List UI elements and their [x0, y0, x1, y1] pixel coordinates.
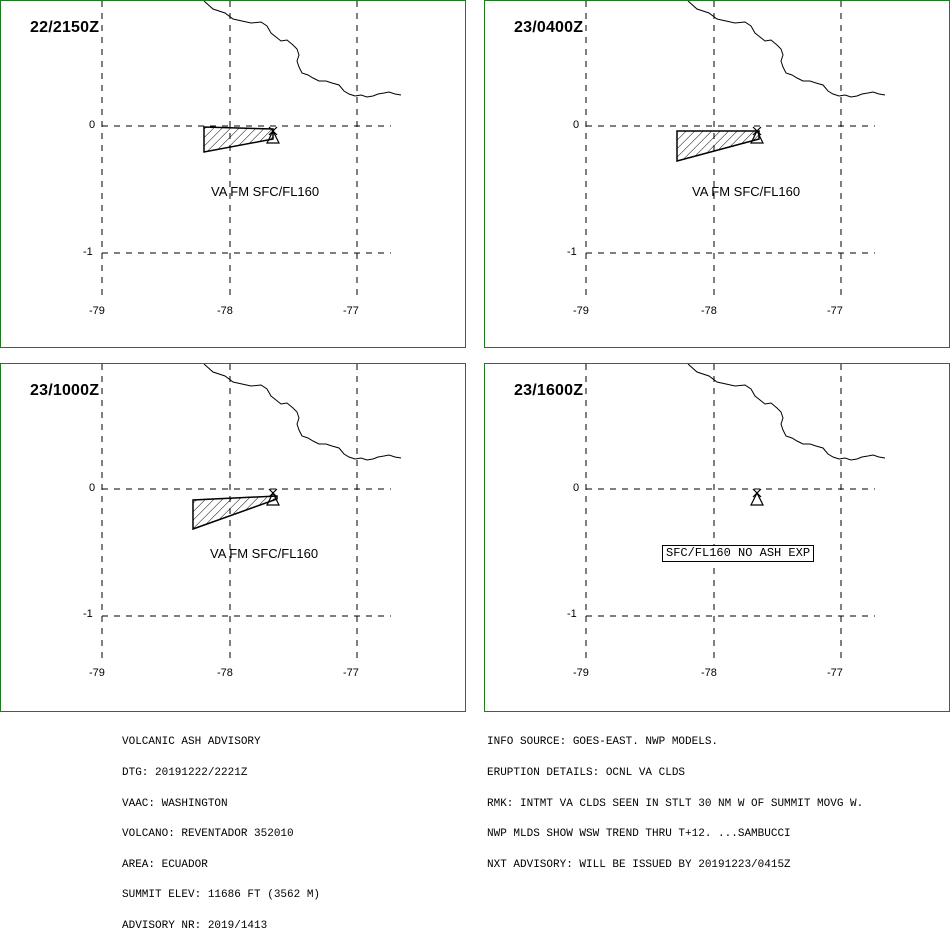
- advisory-line: NWP MLDS SHOW WSW TREND THRU T+12. ...SA…: [487, 828, 791, 841]
- advisory-line: VOLCANIC ASH ADVISORY: [122, 736, 261, 749]
- advisory-line: VAAC: WASHINGTON: [122, 797, 228, 810]
- lon-tick-79: -79: [89, 305, 105, 317]
- lon-tick-77: -77: [827, 667, 843, 679]
- panel-time: 23/1000Z: [30, 382, 100, 399]
- lat-tick-minus1: -1: [83, 608, 93, 620]
- lon-tick-79: -79: [89, 667, 105, 679]
- advisory-line: INFO SOURCE: GOES-EAST. NWP MODELS.: [487, 736, 719, 749]
- lon-tick-78: -78: [701, 667, 717, 679]
- lat-tick-0: 0: [573, 119, 580, 131]
- advisory-line: SUMMIT ELEV: 11686 FT (3562 M): [122, 889, 321, 902]
- advisory-left-block: VOLCANIC ASH ADVISORY DTG: 20191222/2221…: [122, 717, 320, 941]
- panel-time: 23/0400Z: [514, 19, 584, 36]
- panel-time: 22/2150Z: [30, 19, 100, 36]
- lon-tick-78: -78: [217, 305, 233, 317]
- lon-tick-79: -79: [573, 667, 589, 679]
- map-canvas: [585, 1, 886, 299]
- ash-cloud-polygon: [192, 495, 278, 531]
- forecast-panel-4: 23/1600Z 0 -1 -79 -78 -77 SFC/FL160 NO A…: [484, 363, 950, 712]
- lon-tick-77: -77: [827, 305, 843, 317]
- lon-tick-78: -78: [701, 305, 717, 317]
- map-canvas: [585, 364, 886, 662]
- panel-time: 23/1600Z: [514, 382, 584, 399]
- forecast-panel-3: 23/1000Z 0 -1 -79 -78 -77 VA FM SFC/FL16…: [0, 363, 466, 712]
- coastline: [203, 1, 402, 98]
- lat-tick-minus1: -1: [567, 246, 577, 258]
- map-canvas: [101, 1, 402, 299]
- ash-cloud-polygon: [203, 126, 274, 153]
- advisory-line: NXT ADVISORY: WILL BE ISSUED BY 20191223…: [487, 858, 791, 871]
- volcano-icon: [750, 488, 764, 506]
- lon-tick-77: -77: [343, 667, 359, 679]
- forecast-panel-1: 22/2150Z 0 -1 -79 -78 -77 VA FM SFC/FL16…: [0, 0, 466, 348]
- ash-cloud-label: VA FM SFC/FL160: [692, 184, 801, 199]
- no-ash-label: SFC/FL160 NO ASH EXP: [662, 545, 815, 562]
- advisory-line: ADVISORY NR: 2019/1413: [122, 920, 268, 933]
- ash-cloud-label: VA FM SFC/FL160: [210, 546, 319, 561]
- advisory-line: VOLCANO: REVENTADOR 352010: [122, 828, 294, 841]
- advisory-right-block: INFO SOURCE: GOES-EAST. NWP MODELS. ERUP…: [487, 717, 863, 880]
- forecast-panel-2: 23/0400Z 0 -1 -79 -78 -77 VA FM SFC/FL16…: [484, 0, 950, 348]
- coastline: [687, 1, 886, 98]
- lat-tick-0: 0: [89, 119, 96, 131]
- lat-tick-0: 0: [89, 482, 96, 494]
- map-canvas: [101, 364, 402, 662]
- ash-cloud-polygon: [676, 130, 760, 162]
- coastline: [687, 364, 886, 461]
- coastline: [203, 364, 402, 461]
- lon-tick-77: -77: [343, 305, 359, 317]
- lat-tick-0: 0: [573, 482, 580, 494]
- lon-tick-79: -79: [573, 305, 589, 317]
- advisory-line: RMK: INTMT VA CLDS SEEN IN STLT 30 NM W …: [487, 797, 864, 810]
- advisory-line: ERUPTION DETAILS: OCNL VA CLDS: [487, 767, 686, 780]
- lat-tick-minus1: -1: [567, 608, 577, 620]
- lat-tick-minus1: -1: [83, 246, 93, 258]
- lon-tick-78: -78: [217, 667, 233, 679]
- ash-cloud-label: VA FM SFC/FL160: [211, 184, 320, 199]
- advisory-line: DTG: 20191222/2221Z: [122, 767, 248, 780]
- advisory-line: AREA: ECUADOR: [122, 858, 208, 871]
